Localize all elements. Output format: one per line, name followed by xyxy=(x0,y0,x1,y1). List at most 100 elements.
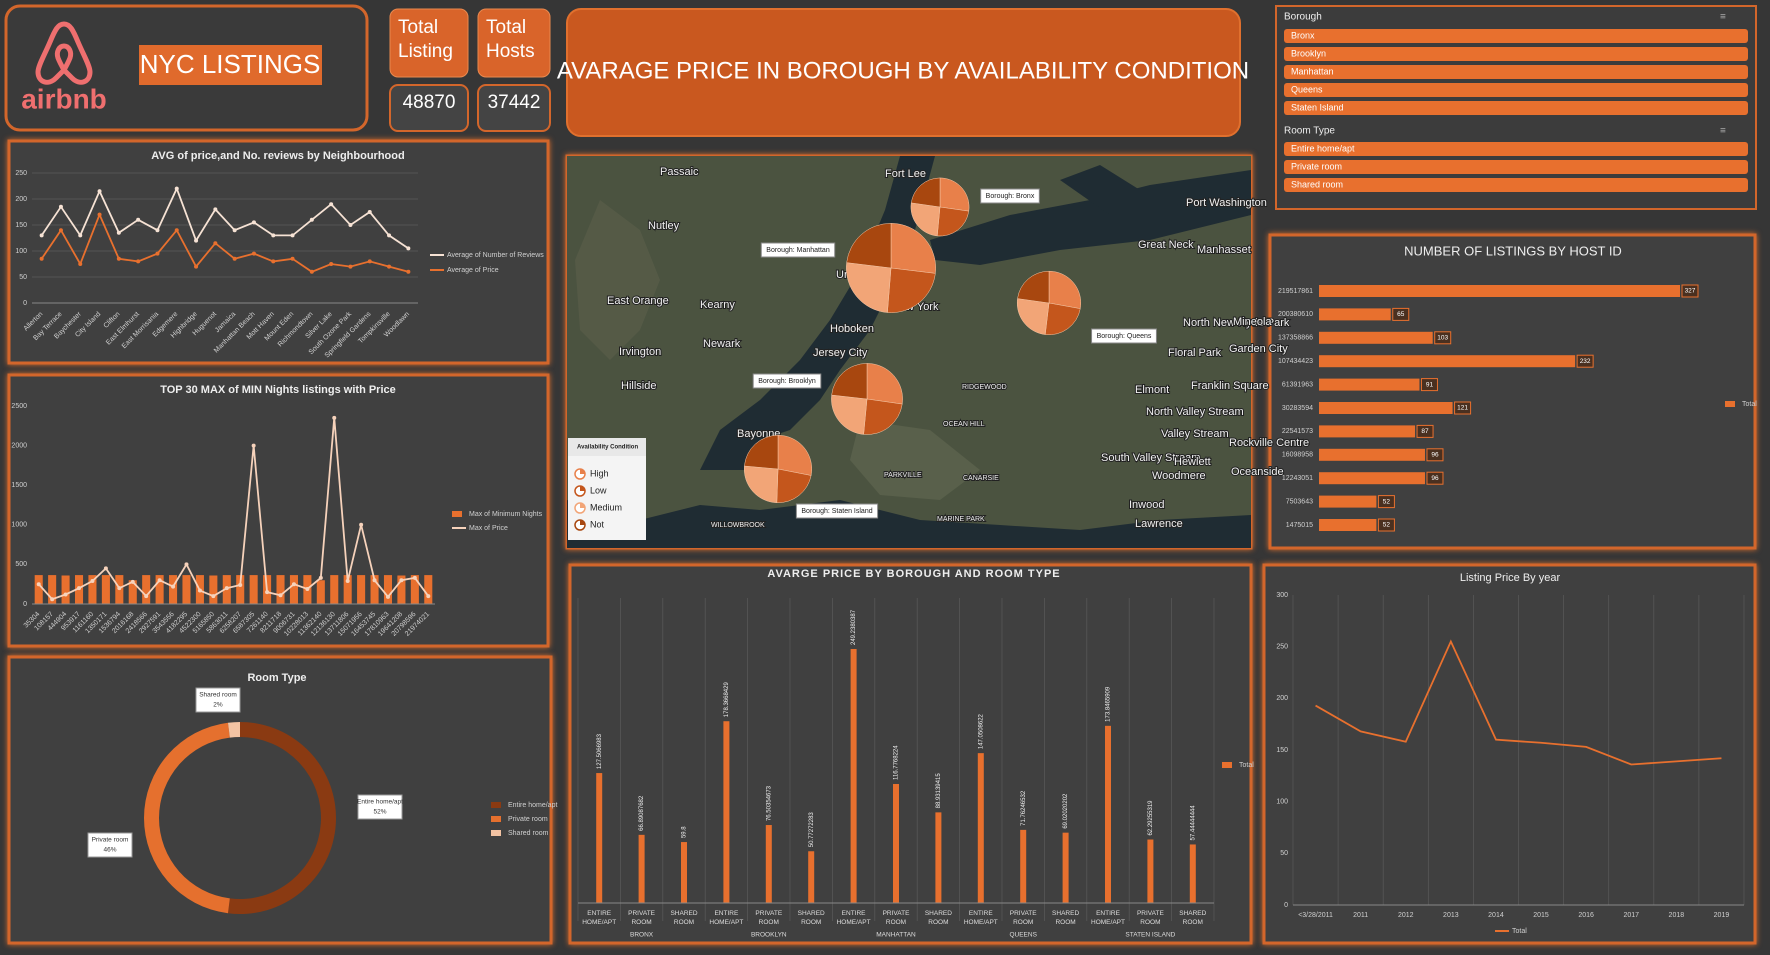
group-label: BRONX xyxy=(630,932,654,939)
data-label-category: Private room xyxy=(92,837,129,844)
data-label-category: Entire home/apt xyxy=(357,799,403,806)
legend-header xyxy=(568,438,646,456)
slicer-item[interactable] xyxy=(1284,160,1748,174)
point xyxy=(271,259,276,264)
legend-label: Not xyxy=(590,519,605,529)
y-tick-label: 50 xyxy=(19,274,27,281)
y-tick-label: 150 xyxy=(1276,747,1288,754)
y-tick-label: 1000 xyxy=(11,522,27,529)
slicer-item[interactable] xyxy=(1284,47,1748,61)
point xyxy=(130,579,135,584)
bar xyxy=(397,575,406,604)
slicer-item[interactable] xyxy=(1284,29,1748,43)
group-label: STATEN ISLAND xyxy=(1125,932,1175,939)
dashboard-title: NYC LISTINGS xyxy=(140,49,321,79)
bar xyxy=(1189,844,1196,903)
water xyxy=(930,170,1251,265)
legend-swatch xyxy=(491,816,501,822)
point xyxy=(251,251,256,256)
bar xyxy=(182,575,191,604)
chart-title: NUMBER OF LISTINGS BY HOST ID xyxy=(1404,243,1622,258)
data-label-box xyxy=(87,832,133,858)
chart-title: AVARGE PRICE BY BOROUGH AND ROOM TYPE xyxy=(767,568,1060,580)
point xyxy=(136,259,141,264)
point xyxy=(157,578,162,583)
data-label-box xyxy=(195,687,241,713)
point xyxy=(211,594,216,599)
pie-slice xyxy=(936,206,970,237)
slicer-item-label: Bronx xyxy=(1291,30,1315,40)
slicer-item[interactable] xyxy=(1284,142,1748,156)
bar xyxy=(383,575,393,604)
legend-label: Average of Number of Reviews xyxy=(447,252,544,259)
point xyxy=(399,578,404,583)
y-tick-label: 2500 xyxy=(11,403,27,410)
data-label-box xyxy=(1454,401,1472,415)
slicer-item[interactable] xyxy=(1284,83,1748,97)
data-label: 327 xyxy=(1685,288,1696,295)
point xyxy=(36,582,41,587)
region-label-box xyxy=(980,188,1040,204)
legend-label: Private room xyxy=(508,816,548,823)
pie-slice xyxy=(777,434,812,476)
place-label: WILLOWBROOK xyxy=(711,522,765,529)
point xyxy=(309,269,314,274)
point xyxy=(385,594,390,599)
panel xyxy=(7,373,550,648)
region-label-box xyxy=(1091,328,1157,344)
data-label: 127.5066983 xyxy=(597,733,603,769)
bar xyxy=(128,580,137,604)
place-label: Nutley xyxy=(648,220,680,232)
place-label: Hoboken xyxy=(830,323,874,335)
place-label: East Orange xyxy=(607,295,669,307)
data-label-category: Shared room xyxy=(199,692,237,699)
x-tick-label: 2013 xyxy=(1443,912,1459,919)
x-tick-label: PRIVATE ROOM xyxy=(755,910,783,926)
slicer-item[interactable] xyxy=(1284,178,1748,192)
point xyxy=(251,443,256,448)
bar xyxy=(1319,425,1416,438)
y-tick-label: 100 xyxy=(1276,799,1288,806)
point xyxy=(213,241,218,246)
region-label: Borough: Brooklyn xyxy=(758,378,816,385)
point xyxy=(367,259,372,264)
place-label: Jersey City xyxy=(813,347,868,359)
point xyxy=(271,233,276,238)
data-label: 116.7768224 xyxy=(894,745,900,780)
legend-label: Entire home/apt xyxy=(508,802,557,809)
place-label: Mineola xyxy=(1233,316,1272,328)
bar xyxy=(765,825,772,903)
data-label: 121 xyxy=(1457,405,1468,412)
bar xyxy=(808,851,815,903)
place-label: Garden City xyxy=(1229,343,1288,355)
point xyxy=(406,269,411,274)
x-tick-label: 2016 xyxy=(1578,912,1594,919)
slicer-item[interactable] xyxy=(1284,101,1748,115)
bar xyxy=(1105,725,1111,903)
point xyxy=(50,597,55,602)
x-tick-label: <3/28/2011 xyxy=(1298,912,1333,919)
bar xyxy=(1319,331,1433,344)
x-tick-label: 2012 xyxy=(1398,912,1414,919)
legend-label: Average of Price xyxy=(447,267,499,274)
region-label: Borough: Bronx xyxy=(986,193,1035,200)
water xyxy=(1060,165,1140,215)
data-label-box xyxy=(1416,424,1434,438)
point xyxy=(359,522,364,527)
series-line xyxy=(40,212,409,273)
region-label-box xyxy=(760,242,836,258)
slicer-item-label: Queens xyxy=(1291,84,1323,94)
donut-slice xyxy=(227,722,240,738)
point xyxy=(58,204,63,209)
point xyxy=(232,256,237,261)
slicer-item[interactable] xyxy=(1284,65,1748,79)
x-tick-label: ENTIRE HOME/APT xyxy=(582,910,616,926)
bar xyxy=(723,721,730,903)
bar xyxy=(638,834,645,903)
pie-slice xyxy=(1044,302,1081,336)
map xyxy=(567,156,1251,548)
point xyxy=(367,210,372,214)
kpi-label: Total Listing xyxy=(398,17,453,62)
data-label: 65 xyxy=(1397,311,1405,318)
data-label: 88.93139415 xyxy=(936,773,942,809)
